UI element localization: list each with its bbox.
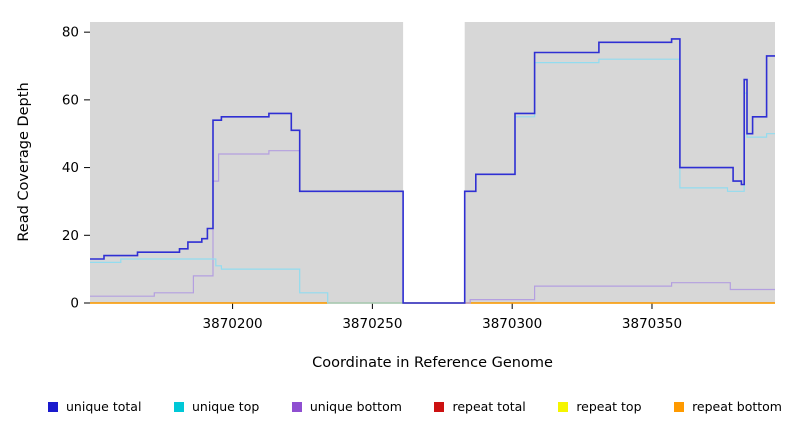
y-axis-title: Read Coverage Depth <box>16 82 32 242</box>
y-tick-label: 20 <box>62 228 79 244</box>
legend-swatch-unique-total <box>48 401 58 412</box>
y-tick-label: 40 <box>62 160 79 176</box>
legend-label-repeat-bottom: repeat bottom <box>692 399 782 414</box>
y-tick-label: 0 <box>70 296 79 312</box>
x-tick-label: 3870250 <box>342 316 402 332</box>
shaded-region <box>90 22 404 303</box>
legend-swatch-repeat-bottom <box>674 401 685 412</box>
legend-swatch-unique-bottom <box>291 401 302 412</box>
x-axis-title: Coordinate in Reference Genome <box>312 355 553 371</box>
legend-item-unique-bottom: unique bottom <box>291 399 402 414</box>
legend-swatch-repeat-total <box>434 401 445 412</box>
legend: unique total unique top unique bottom repea… <box>48 399 782 414</box>
legend-item-unique-top: unique top <box>173 399 260 414</box>
legend-swatch-repeat-top <box>558 401 569 412</box>
y-tick-label: 80 <box>62 25 79 41</box>
legend-item-repeat-bottom: repeat bottom <box>674 399 782 414</box>
y-tick-label: 60 <box>62 92 79 108</box>
x-tick-label: 3870200 <box>203 316 263 332</box>
legend-label-unique-bottom: unique bottom <box>309 399 402 414</box>
shaded-region <box>464 22 775 303</box>
legend-label-unique-total: unique total <box>66 399 142 414</box>
legend-item-repeat-top: repeat top <box>558 399 642 414</box>
x-tick-label: 3870300 <box>482 316 542 332</box>
legend-label-repeat-top: repeat top <box>576 399 642 414</box>
legend-item-repeat-total: repeat total <box>434 399 526 414</box>
series-line-unique-total <box>90 38 775 304</box>
legend-item-unique-total: unique total <box>48 399 141 414</box>
x-tick-label: 3870350 <box>622 316 682 332</box>
legend-label-unique-top: unique top <box>191 399 260 414</box>
legend-label-repeat-total: repeat total <box>452 399 526 414</box>
legend-swatch-unique-top <box>173 401 184 412</box>
